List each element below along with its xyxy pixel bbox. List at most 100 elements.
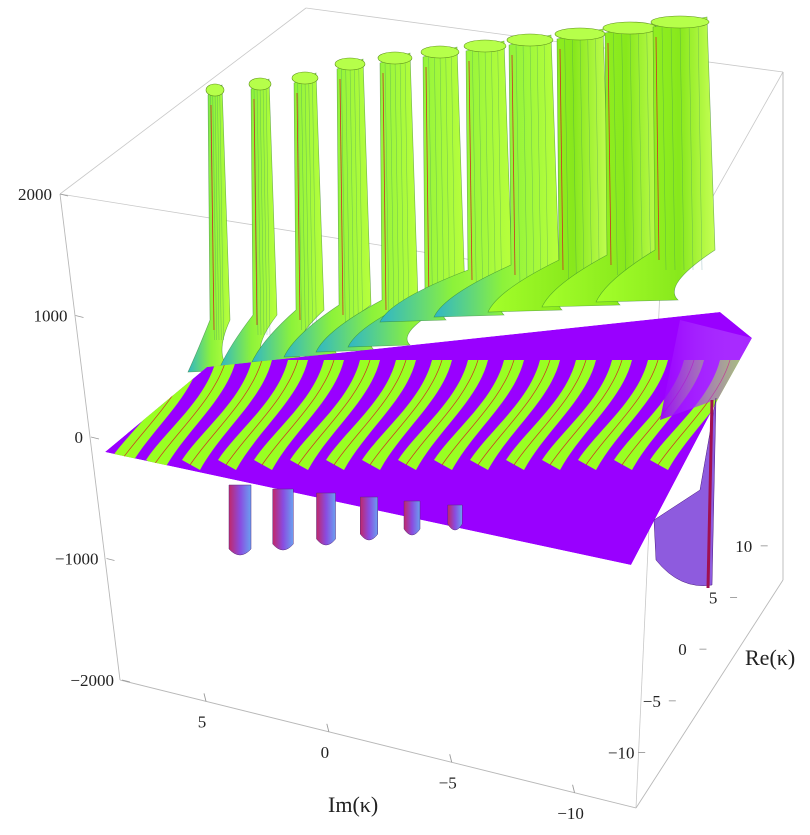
plane-stripe bbox=[722, 360, 752, 470]
x-tick-mark bbox=[203, 693, 207, 702]
z-tick-label: 1000 bbox=[34, 307, 68, 326]
negative-pole bbox=[316, 492, 336, 546]
wall-mesh-line bbox=[404, 54, 410, 321]
pole-wall bbox=[187, 84, 231, 373]
contour-line bbox=[511, 54, 516, 276]
x-tick-label: 5 bbox=[198, 712, 207, 731]
contour-line bbox=[405, 359, 479, 466]
x-tick-mark bbox=[572, 784, 576, 793]
wall-mesh-line bbox=[219, 86, 224, 341]
contour-line bbox=[441, 359, 515, 466]
y-tick-label: 0 bbox=[678, 640, 687, 659]
contour-line bbox=[189, 359, 263, 466]
negative-pole bbox=[447, 504, 463, 531]
wall-mesh-line bbox=[349, 63, 355, 326]
contour-line bbox=[549, 359, 623, 466]
wall-mesh-line bbox=[472, 49, 477, 291]
wall-mesh-line bbox=[384, 61, 390, 321]
pole-walls bbox=[187, 15, 716, 373]
wall-mesh-line bbox=[478, 47, 483, 291]
x-tick-label: −10 bbox=[557, 804, 584, 823]
contour-line bbox=[766, 360, 810, 465]
x-tick-label: −5 bbox=[439, 773, 457, 792]
contour-line bbox=[369, 359, 443, 466]
contour-line bbox=[655, 36, 660, 261]
wall-mesh-line bbox=[451, 48, 456, 316]
wall-mesh-line bbox=[445, 50, 450, 316]
wall-mesh-line bbox=[434, 53, 439, 316]
wall-mesh-line bbox=[688, 20, 694, 271]
contour-line bbox=[261, 359, 335, 466]
wall-mesh-line bbox=[389, 59, 395, 321]
wall-mesh-line bbox=[256, 85, 262, 336]
wall-mesh-line bbox=[265, 80, 271, 336]
wall-mesh-line bbox=[308, 76, 313, 331]
wall-mesh-line bbox=[572, 35, 577, 281]
wall-mesh-line bbox=[439, 51, 445, 316]
wall-mesh-line bbox=[564, 37, 569, 281]
contour-line bbox=[706, 399, 714, 589]
wall-cap bbox=[334, 57, 366, 71]
y-tick-label: 5 bbox=[709, 589, 718, 608]
contour-line bbox=[729, 359, 752, 466]
wall-mesh-line bbox=[428, 55, 433, 316]
pole-wall bbox=[595, 16, 716, 303]
wall-mesh-line bbox=[529, 39, 535, 286]
y-tick-label: −10 bbox=[608, 744, 635, 763]
contour-line bbox=[253, 98, 258, 326]
contour-line bbox=[339, 78, 344, 316]
wall-mesh-line bbox=[587, 32, 592, 281]
wall-cap bbox=[602, 21, 658, 35]
wall-mesh-line bbox=[621, 29, 626, 276]
wall-mesh-line bbox=[543, 36, 549, 286]
negative-poles bbox=[228, 397, 717, 589]
z-tick-mark bbox=[75, 315, 84, 318]
wall-mesh-line bbox=[484, 45, 490, 291]
z-tick-mark bbox=[106, 558, 115, 561]
negative-pole bbox=[360, 496, 378, 541]
x-tick-label: 0 bbox=[321, 743, 330, 762]
wall-mesh-line bbox=[670, 23, 676, 271]
wall-mesh-line bbox=[679, 21, 685, 271]
y-axis-label: Re(κ) bbox=[745, 645, 795, 670]
wall-mesh-line bbox=[399, 56, 405, 321]
contour-line bbox=[382, 72, 387, 311]
wall-cap bbox=[420, 45, 460, 59]
contour-line bbox=[425, 66, 430, 306]
z-tick-mark bbox=[90, 436, 100, 440]
plane-stripe bbox=[794, 360, 810, 470]
contour-line bbox=[296, 92, 301, 321]
wall-mesh-line bbox=[262, 82, 268, 336]
plane-fade bbox=[660, 320, 752, 420]
negative-pole-large bbox=[653, 397, 717, 586]
wall-mesh-line bbox=[629, 27, 635, 276]
wall-mesh-line bbox=[536, 38, 542, 286]
contour-line bbox=[153, 359, 227, 466]
contour-line bbox=[297, 359, 371, 466]
wall-mesh-line bbox=[394, 57, 400, 321]
wall-cap bbox=[650, 15, 710, 29]
x-tick-mark bbox=[326, 723, 330, 732]
wall-mesh-line bbox=[638, 26, 643, 276]
contour-line bbox=[333, 359, 407, 466]
wall-mesh-line bbox=[217, 88, 222, 341]
wall-cap bbox=[248, 77, 272, 91]
wall-cap bbox=[291, 71, 319, 85]
wall-mesh-line bbox=[646, 24, 651, 276]
wall-mesh-line bbox=[212, 91, 217, 341]
wall-mesh-line bbox=[358, 60, 363, 326]
z-tick-label: −1000 bbox=[55, 550, 99, 569]
wall-mesh-line bbox=[304, 77, 310, 331]
contour-line bbox=[477, 359, 551, 466]
contour-line bbox=[802, 360, 810, 465]
wall-mesh-line bbox=[297, 81, 302, 331]
wall-cap bbox=[554, 27, 606, 41]
wall-mesh-line bbox=[341, 67, 346, 326]
wall-mesh-line bbox=[497, 42, 502, 291]
z-tick-mark bbox=[121, 679, 131, 683]
wall-mesh-line bbox=[301, 79, 306, 331]
wall-cap bbox=[506, 33, 554, 47]
wall-mesh-line bbox=[354, 62, 359, 326]
wall-cap bbox=[463, 39, 507, 53]
